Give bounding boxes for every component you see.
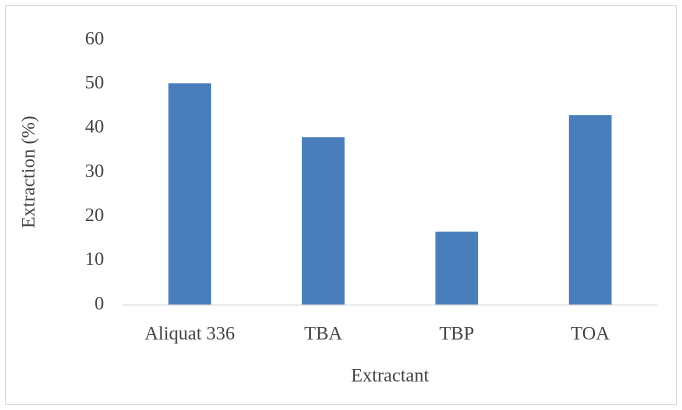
y-axis-title: Extraction (%) xyxy=(18,116,39,228)
y-tick-label: 40 xyxy=(85,117,104,138)
x-tick-label: TOA xyxy=(571,323,610,344)
x-tick-label: TBP xyxy=(439,323,474,344)
bar xyxy=(568,115,612,305)
y-tick-label: 0 xyxy=(95,293,105,314)
x-tick-label: TBA xyxy=(304,323,342,344)
x-tick-label: Aliquat 336 xyxy=(145,323,235,344)
bar xyxy=(168,83,212,306)
y-tick-label: 50 xyxy=(85,73,104,94)
y-tick-label: 60 xyxy=(85,28,104,49)
y-tick-label: 30 xyxy=(85,161,104,182)
y-tick-label: 20 xyxy=(85,205,104,226)
x-axis-title: Extractant xyxy=(351,365,430,386)
y-tick-label: 10 xyxy=(85,249,104,270)
bar xyxy=(301,137,345,305)
bar xyxy=(435,231,479,305)
